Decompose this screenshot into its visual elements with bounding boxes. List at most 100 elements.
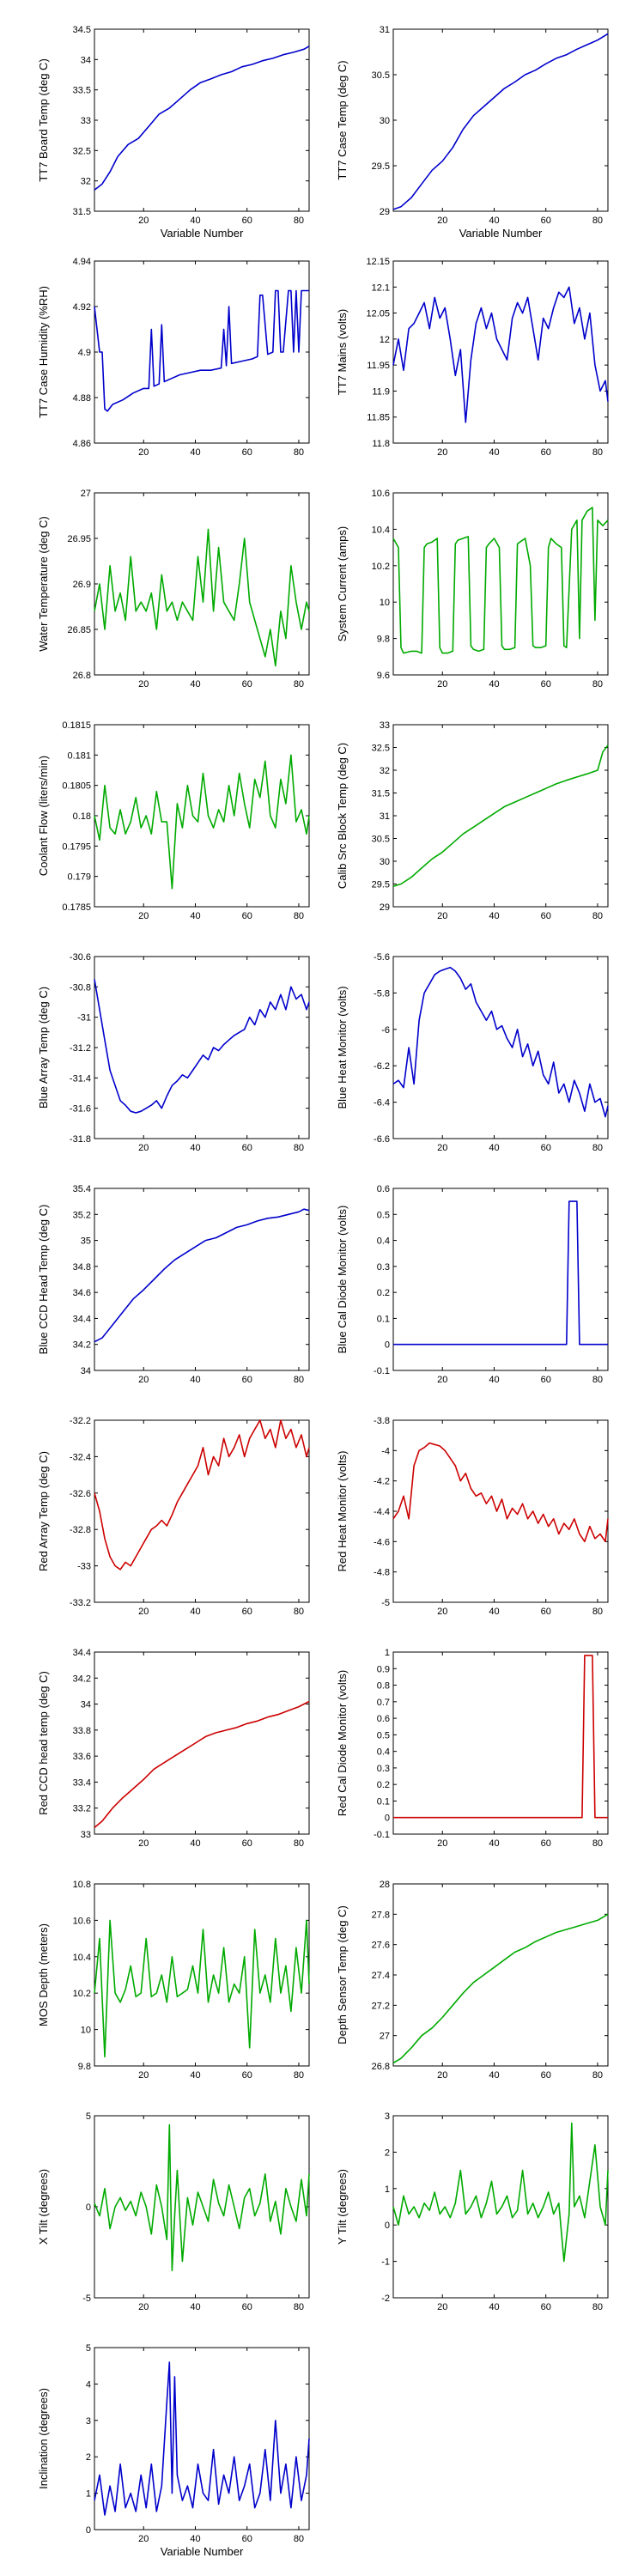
y-axis-label: MOS Depth (meters) xyxy=(37,1923,50,2026)
y-tick-label: 26.85 xyxy=(67,625,91,635)
y-axis-label: Calib Src Block Temp (deg C) xyxy=(336,743,349,889)
y-tick-label: 27 xyxy=(380,2032,390,2042)
series-line xyxy=(94,1919,310,2058)
plot-frame xyxy=(94,28,310,212)
x-tick-label: 40 xyxy=(489,2070,499,2081)
y-tick-label: -32.6 xyxy=(70,1489,91,1499)
x-tick-label: 60 xyxy=(242,2070,252,2081)
y-tick-label: 29.5 xyxy=(372,880,390,890)
chart-panel: 20 40 60 80 -6.6 -6.4 -6.2 -6 -5.8 -5.6 Blue Heat … xyxy=(336,952,609,1153)
chart-panel: 20 40 60 80 9.8 10 10.2 10.4 10.6 10.8 MOS Depth (… xyxy=(37,1880,310,2081)
x-tick-label: 20 xyxy=(437,1838,447,1849)
y-tick-label: 34.4 xyxy=(73,1314,91,1324)
x-tick-label: 20 xyxy=(138,679,149,690)
x-tick-label: 40 xyxy=(190,2302,200,2312)
x-tick-label: 80 xyxy=(294,216,304,226)
x-tick-label: 80 xyxy=(592,447,603,458)
y-tick-label: -31.2 xyxy=(70,1043,91,1054)
x-tick-label: 60 xyxy=(541,911,551,921)
y-axis-label: TT7 Case Temp (deg C) xyxy=(336,60,349,179)
series-line xyxy=(94,2123,310,2271)
chart-panel: 20 40 60 80 33 33.2 33.4 33.6 33.8 34 34.2 34.4 Red … xyxy=(37,1648,310,1849)
y-tick-label: -30.6 xyxy=(70,952,91,963)
y-axis-label: Depth Sensor Temp (deg C) xyxy=(336,1905,349,2044)
y-tick-label: 10.2 xyxy=(73,1989,91,1999)
chart-panel: 20 40 60 80 31.5 32 32.5 33 33.5 34 34.5 Variable N… xyxy=(37,25,310,240)
series-line xyxy=(94,1700,310,1829)
x-tick-label: 40 xyxy=(190,216,200,226)
y-tick-label: 4.86 xyxy=(73,439,91,449)
y-tick-label: -5.6 xyxy=(374,952,390,963)
x-tick-label: 80 xyxy=(592,1838,603,1849)
y-tick-label: 12 xyxy=(380,335,390,345)
x-tick-label: 80 xyxy=(592,1375,603,1385)
y-tick-label: 33 xyxy=(380,720,390,731)
x-tick-label: 40 xyxy=(190,1375,200,1385)
y-tick-label: 27.4 xyxy=(372,1971,390,1981)
y-tick-label: -31.6 xyxy=(70,1104,91,1115)
y-tick-label: -4.2 xyxy=(374,1477,390,1487)
x-tick-label: 20 xyxy=(437,679,447,690)
plot-frame xyxy=(392,1419,609,1603)
y-tick-label: 0.4 xyxy=(377,1236,390,1247)
plot-frame xyxy=(392,1188,609,1371)
x-tick-label: 60 xyxy=(242,2534,252,2544)
y-tick-label: 11.8 xyxy=(372,439,390,449)
y-tick-label: -0.1 xyxy=(374,1830,390,1840)
chart-panel: 20 40 60 80 11.8 11.85 11.9 11.95 12 12.05 12.1 12.… xyxy=(336,257,609,458)
y-tick-label: 29.5 xyxy=(372,161,390,172)
y-tick-label: 0.4 xyxy=(377,1747,390,1758)
chart-panel: 20 40 60 80 -0.1 0 0.1 0.2 0.3 0.4 0.5 0.6 Blue Cal … xyxy=(336,1184,609,1385)
x-tick-label: 40 xyxy=(489,447,499,458)
x-tick-label: 60 xyxy=(541,1375,551,1385)
chart-panel: 20 40 60 80 26.8 27 27.2 27.4 27.6 27.8 28 Depth Se… xyxy=(336,1880,609,2081)
y-tick-label: 34.2 xyxy=(73,1340,91,1351)
x-tick-label: 60 xyxy=(541,1143,551,1153)
series-line xyxy=(393,1655,608,1819)
series-line xyxy=(94,46,310,191)
y-tick-label: 0.3 xyxy=(377,1262,390,1273)
y-axis-label: Coolant Flow (liters/min) xyxy=(37,756,50,876)
y-tick-label: 0.6 xyxy=(377,1714,390,1724)
y-tick-label: -30.8 xyxy=(70,982,91,993)
x-tick-label: 60 xyxy=(242,447,252,458)
y-axis-label: Blue Cal Diode Monitor (volts) xyxy=(336,1206,349,1354)
chart-panel: 20 40 60 80 29 29.5 30 30.5 31 Variable Number TT7… xyxy=(336,25,609,240)
y-tick-label: -32.4 xyxy=(70,1452,91,1462)
chart-panel: 20 40 60 80 -33.2 -33 -32.8 -32.6 -32.4 -32.2 Red … xyxy=(37,1416,310,1617)
series-line xyxy=(94,754,310,890)
x-tick-label: 40 xyxy=(190,679,200,690)
y-tick-label: 33.2 xyxy=(73,1804,91,1814)
x-tick-label: 60 xyxy=(242,1143,252,1153)
y-tick-label: 0.2 xyxy=(377,1288,390,1298)
y-tick-label: 1 xyxy=(385,2184,390,2195)
x-tick-label: 60 xyxy=(242,216,252,226)
x-tick-label: 20 xyxy=(437,447,447,458)
x-tick-label: 80 xyxy=(592,1607,603,1617)
plot-frame xyxy=(392,724,609,908)
x-tick-label: 40 xyxy=(190,2534,200,2544)
y-tick-label: 4 xyxy=(86,2379,91,2390)
y-tick-label: -4.8 xyxy=(374,1568,390,1578)
x-tick-label: 60 xyxy=(541,2302,551,2312)
y-tick-label: 34.8 xyxy=(73,1262,91,1273)
x-tick-label: 60 xyxy=(541,1607,551,1617)
y-tick-label: 12.1 xyxy=(372,283,390,293)
plot-frame xyxy=(392,1883,609,2067)
y-tick-label: 5 xyxy=(86,2343,91,2354)
y-tick-label: 0.9 xyxy=(377,1664,390,1674)
x-tick-label: 40 xyxy=(190,2070,200,2081)
y-axis-label: Blue CCD Head Temp (deg C) xyxy=(37,1205,50,1355)
y-tick-label: 26.9 xyxy=(73,580,91,590)
y-axis-label: Blue Heat Monitor (volts) xyxy=(336,986,349,1109)
y-tick-label: 10.6 xyxy=(73,1916,91,1926)
y-tick-label: -33.2 xyxy=(70,1598,91,1608)
x-tick-label: 40 xyxy=(190,1607,200,1617)
y-tick-label: -5.8 xyxy=(374,988,390,999)
y-tick-label: 11.9 xyxy=(372,386,390,397)
x-tick-label: 60 xyxy=(242,679,252,690)
series-line xyxy=(392,1913,609,2064)
y-tick-label: 1 xyxy=(385,1648,390,1658)
x-tick-label: 20 xyxy=(138,2534,149,2544)
plot-frame xyxy=(392,956,609,1139)
